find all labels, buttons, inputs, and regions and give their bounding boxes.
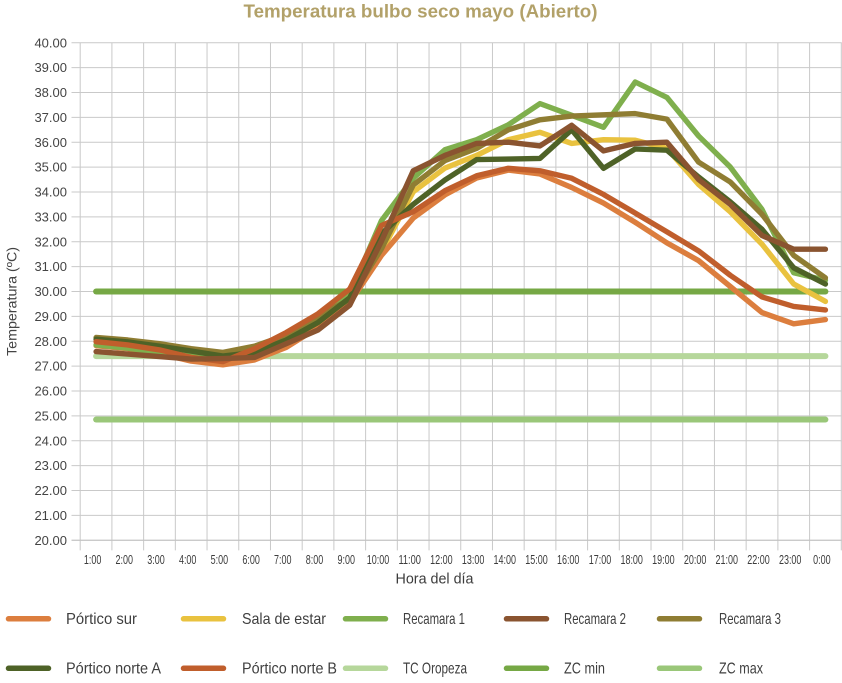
svg-text:39.00: 39.00	[34, 60, 67, 75]
svg-text:38.00: 38.00	[34, 85, 67, 100]
svg-text:20.00: 20.00	[34, 533, 67, 548]
svg-text:5:00: 5:00	[211, 552, 229, 567]
svg-text:35.00: 35.00	[34, 160, 67, 175]
svg-text:27.00: 27.00	[34, 359, 67, 374]
svg-text:13:00: 13:00	[462, 552, 485, 567]
svg-text:32.00: 32.00	[34, 234, 67, 249]
svg-text:26.00: 26.00	[34, 384, 67, 399]
svg-text:Recamara 2: Recamara 2	[564, 611, 626, 628]
svg-text:0:00: 0:00	[813, 552, 831, 567]
svg-text:TC Oropeza: TC Oropeza	[403, 661, 467, 678]
svg-text:ZC max: ZC max	[719, 661, 763, 678]
svg-text:2:00: 2:00	[116, 552, 134, 567]
svg-text:21.00: 21.00	[34, 508, 67, 523]
svg-text:33.00: 33.00	[34, 209, 67, 224]
svg-text:Temperatura bulbo seco mayo (A: Temperatura bulbo seco mayo (Abierto)	[244, 2, 598, 22]
svg-text:Sala de estar: Sala de estar	[242, 611, 327, 628]
svg-text:6:00: 6:00	[242, 552, 260, 567]
svg-text:1:00: 1:00	[84, 552, 102, 567]
svg-text:Recamara 3: Recamara 3	[719, 611, 781, 628]
svg-text:14:00: 14:00	[494, 552, 517, 567]
svg-text:30.00: 30.00	[34, 284, 67, 299]
svg-text:23.00: 23.00	[34, 458, 67, 473]
svg-text:37.00: 37.00	[34, 110, 67, 125]
svg-text:15:00: 15:00	[525, 552, 548, 567]
svg-text:Recamara 1: Recamara 1	[403, 611, 465, 628]
svg-text:21:00: 21:00	[716, 552, 739, 567]
svg-text:10:00: 10:00	[367, 552, 390, 567]
svg-text:4:00: 4:00	[179, 552, 197, 567]
svg-text:36.00: 36.00	[34, 135, 67, 150]
svg-text:20:00: 20:00	[684, 552, 707, 567]
svg-text:Pórtico sur: Pórtico sur	[66, 611, 138, 628]
svg-text:22:00: 22:00	[747, 552, 770, 567]
svg-text:8:00: 8:00	[306, 552, 324, 567]
svg-text:18:00: 18:00	[620, 552, 643, 567]
svg-text:Hora del día: Hora del día	[396, 571, 475, 588]
svg-text:25.00: 25.00	[34, 408, 67, 423]
svg-text:Temperatura (ºC): Temperatura (ºC)	[4, 247, 20, 356]
svg-text:3:00: 3:00	[147, 552, 165, 567]
svg-text:40.00: 40.00	[34, 35, 67, 50]
svg-text:17:00: 17:00	[589, 552, 612, 567]
svg-text:19:00: 19:00	[652, 552, 675, 567]
svg-text:31.00: 31.00	[34, 259, 67, 274]
svg-text:Pórtico norte B: Pórtico norte B	[242, 661, 337, 678]
svg-text:22.00: 22.00	[34, 483, 67, 498]
svg-text:Pórtico norte A: Pórtico norte A	[66, 661, 161, 678]
svg-text:29.00: 29.00	[34, 309, 67, 324]
svg-text:24.00: 24.00	[34, 433, 67, 448]
svg-text:28.00: 28.00	[34, 334, 67, 349]
svg-text:16:00: 16:00	[557, 552, 580, 567]
svg-text:11:00: 11:00	[398, 552, 421, 567]
svg-text:ZC min: ZC min	[564, 661, 605, 678]
svg-text:34.00: 34.00	[34, 185, 67, 200]
svg-text:23:00: 23:00	[779, 552, 802, 567]
svg-text:12:00: 12:00	[430, 552, 453, 567]
svg-text:9:00: 9:00	[338, 552, 356, 567]
svg-text:7:00: 7:00	[274, 552, 292, 567]
